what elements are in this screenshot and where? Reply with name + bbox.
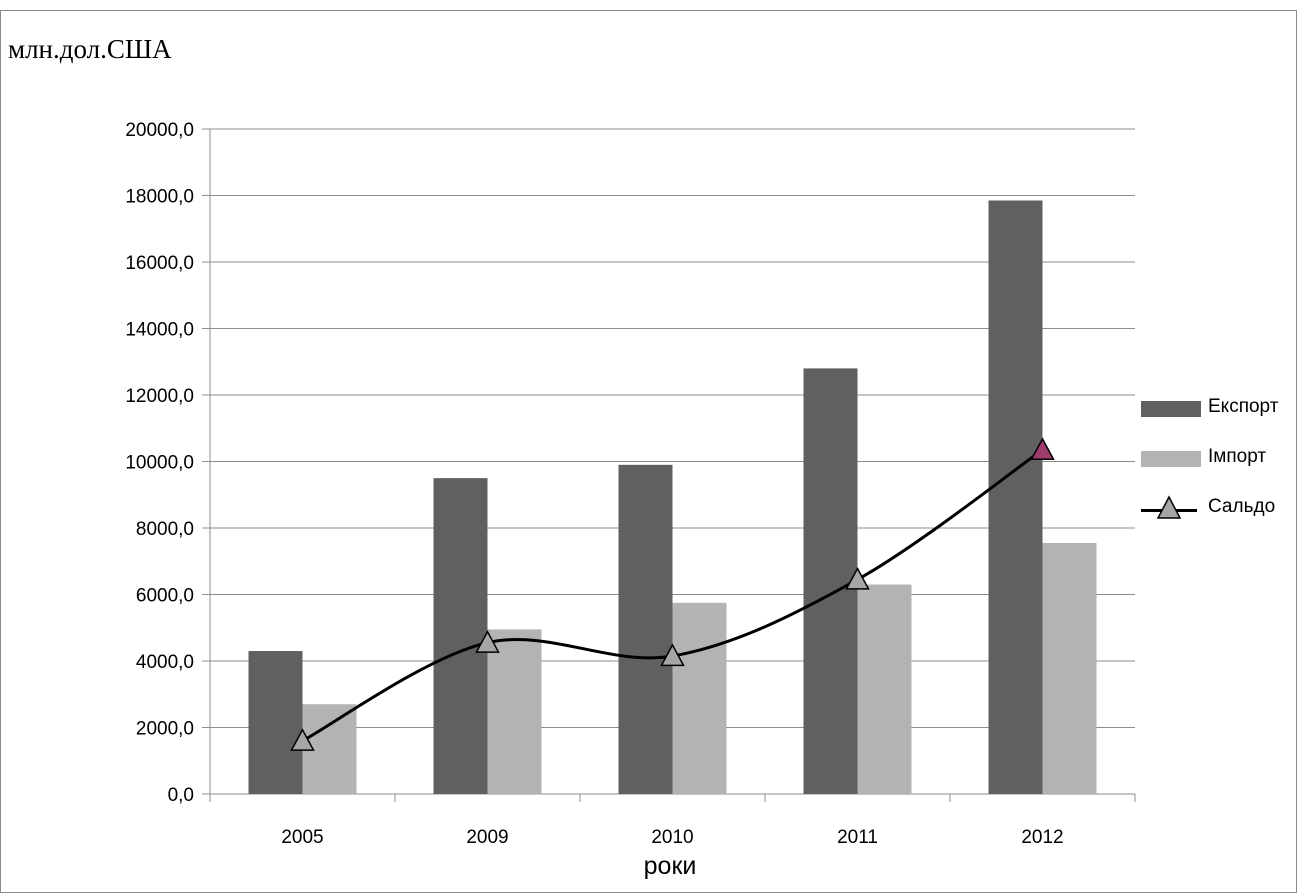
y-tick-label: 10000,0 — [125, 453, 194, 474]
x-tick-label: 2005 — [281, 827, 323, 848]
bar-export — [618, 464, 673, 794]
x-axis-title: роки — [643, 852, 697, 880]
y-tick-label: 2000,0 — [136, 719, 194, 740]
balance-marker — [1030, 437, 1055, 460]
bar-import — [857, 584, 912, 794]
y-tick-label: 20000,0 — [125, 120, 194, 141]
y-tick-label: 8000,0 — [136, 519, 194, 540]
balance-line-series — [290, 437, 1055, 751]
chart-frame — [0, 10, 1297, 893]
bar-export — [803, 368, 858, 794]
y-tick-label: 16000,0 — [125, 253, 194, 274]
y-axis-ticks: 0,0 2000,0 4000,0 6000,0 8000,0 10000,0 12000,… — [125, 120, 194, 806]
y-tick-label: 12000,0 — [125, 386, 194, 407]
bar-export — [433, 478, 488, 794]
x-tick-label: 2010 — [651, 827, 693, 848]
y-tick-label: 0,0 — [168, 785, 194, 806]
balance-marker — [290, 728, 315, 751]
x-tick-label: 2011 — [837, 827, 878, 848]
legend-triangle-icon — [1156, 495, 1182, 519]
bar-import — [1042, 542, 1097, 794]
unit-label: млн.дол.США — [8, 34, 172, 64]
x-axis: 2005 2009 2010 2011 2012 — [209, 794, 1136, 848]
bar-export — [988, 200, 1043, 795]
y-tick-label: 18000,0 — [125, 187, 194, 208]
legend-item-import: Імпорт — [1138, 443, 1298, 493]
legend-swatch-export — [1141, 401, 1201, 417]
x-tick-label: 2009 — [466, 827, 508, 848]
legend-item-balance: Сальдо — [1138, 493, 1298, 543]
legend: Експорт Імпорт Сальдо — [1138, 393, 1298, 543]
x-tick-label: 2012 — [1021, 827, 1063, 848]
legend-label-export: Експорт — [1208, 396, 1279, 417]
legend-swatch-import — [1141, 451, 1201, 467]
y-tick-label: 14000,0 — [125, 320, 194, 341]
y-tick-label: 6000,0 — [136, 586, 194, 607]
balance-marker — [845, 566, 870, 590]
legend-item-export: Експорт — [1138, 393, 1298, 443]
bar-series — [248, 200, 1097, 795]
balance-marker — [475, 630, 500, 653]
bar-import — [487, 629, 542, 794]
legend-label-import: Імпорт — [1208, 446, 1267, 467]
balance-marker — [660, 643, 685, 667]
bar-export — [248, 651, 303, 794]
y-tick-label: 4000,0 — [136, 652, 194, 673]
bar-import — [672, 602, 727, 794]
legend-label-balance: Сальдо — [1208, 496, 1276, 517]
